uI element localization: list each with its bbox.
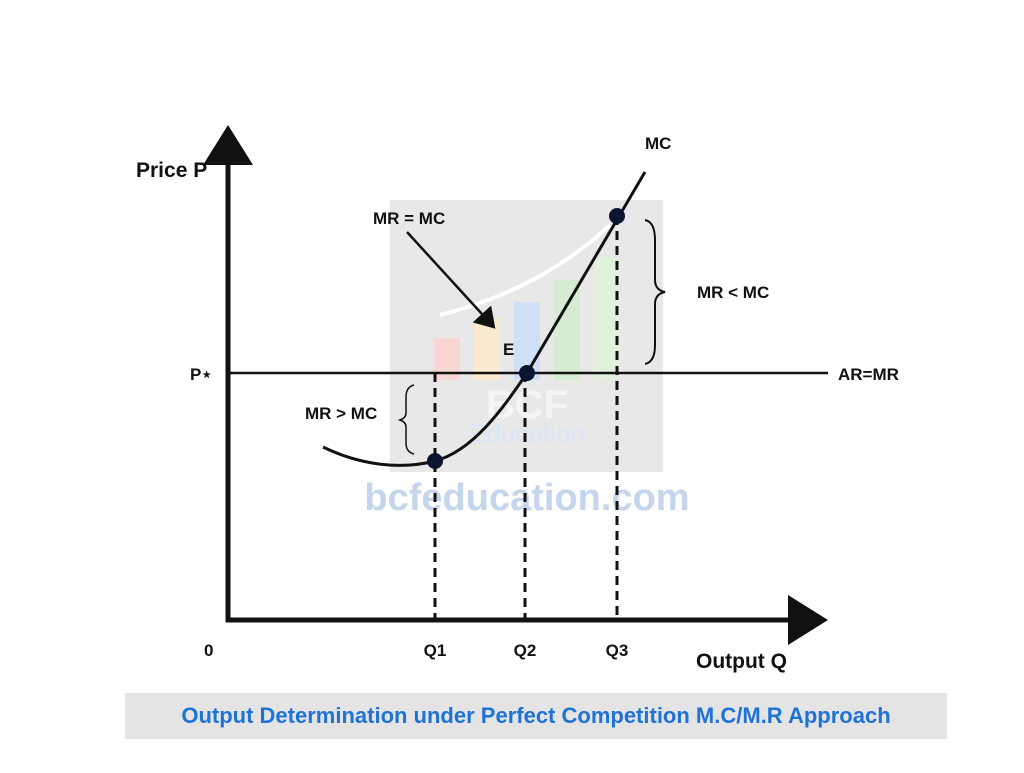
watermark-logo: BCF	[486, 383, 568, 427]
point	[609, 208, 625, 224]
annotation: MR > MC	[305, 404, 377, 423]
arrow	[406, 231, 496, 329]
caption-box	[125, 693, 947, 739]
equilibrium-label: E	[503, 340, 514, 359]
watermark-site: bcfeducation.com	[364, 477, 689, 519]
brace	[397, 384, 415, 455]
watermark-logo-sub: Education	[469, 418, 585, 448]
caption: Output Determination under Perfect Compe…	[181, 703, 890, 728]
point	[519, 365, 535, 381]
watermark: BCF Education	[390, 200, 663, 472]
y-axis-label: Price P	[136, 159, 207, 182]
quantity-label: Q1	[424, 641, 447, 660]
annotation: MR < MC	[697, 283, 769, 302]
quantity-label: Q3	[606, 641, 629, 660]
quantity-label: Q2	[514, 641, 537, 660]
price-level-label: P⋆	[190, 365, 212, 384]
annotation: MR = MC	[373, 209, 445, 228]
curve-label: MC	[645, 134, 671, 153]
origin-label: 0	[204, 641, 213, 660]
brace	[644, 219, 666, 365]
dashed-lines	[433, 216, 619, 620]
price-line-label: AR=MR	[838, 365, 899, 384]
x-axis-label: Output Q	[696, 650, 787, 673]
point	[427, 453, 443, 469]
